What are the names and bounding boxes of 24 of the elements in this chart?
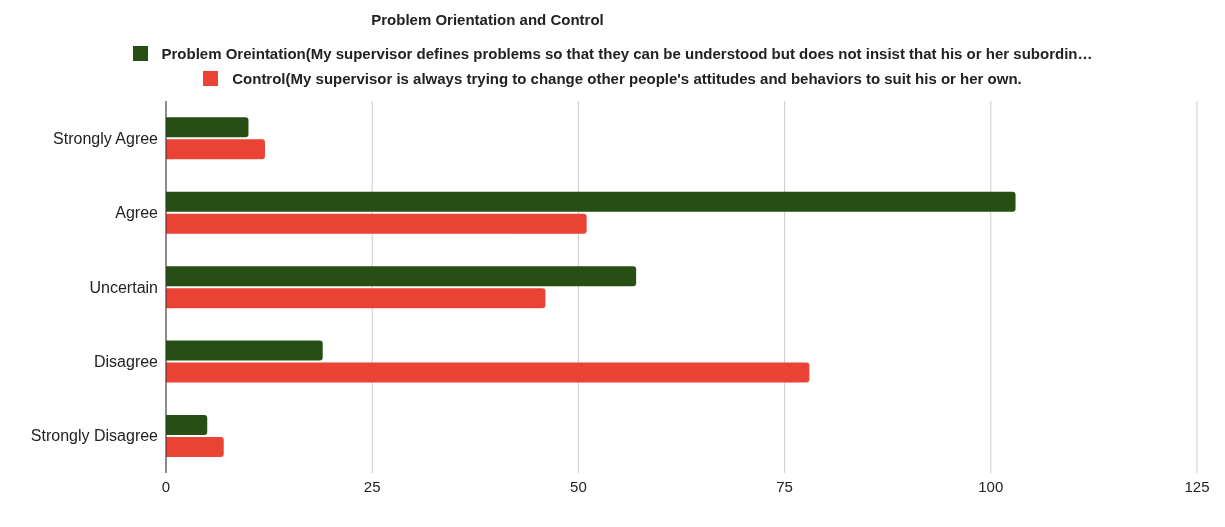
x-tick-label: 0 (161, 477, 171, 495)
legend-label: Problem Oreintation(My supervisor defines problems so that they can be understood but does not insist that his or her subordin… (161, 45, 1093, 62)
bar (166, 117, 249, 138)
legend-label: Control(My supervisor is always trying to change other people's attitudes and behaviors to suit his or her own. (232, 70, 1022, 87)
bar (166, 362, 810, 383)
chart-title: Problem Orientation and Control (370, 10, 605, 30)
bar (166, 213, 587, 234)
bar (166, 139, 265, 160)
x-tick-label: 75 (776, 477, 793, 495)
y-tick-label: Strongly Agree (53, 129, 159, 147)
x-tick-label: 50 (570, 477, 587, 495)
bar (166, 414, 208, 435)
bar (166, 266, 637, 287)
y-tick-label: Uncertain (89, 278, 158, 296)
x-tick-label: 100 (978, 477, 1004, 495)
y-tick-label: Agree (115, 204, 159, 222)
x-tick-label: 125 (1184, 477, 1210, 495)
bar (166, 288, 546, 309)
y-tick-label: Disagree (93, 353, 159, 371)
y-tick-label: Strongly Disagree (30, 427, 159, 445)
bar (166, 191, 1016, 212)
x-tick-label: 25 (363, 477, 381, 495)
bar (166, 340, 323, 361)
bar (166, 436, 224, 457)
